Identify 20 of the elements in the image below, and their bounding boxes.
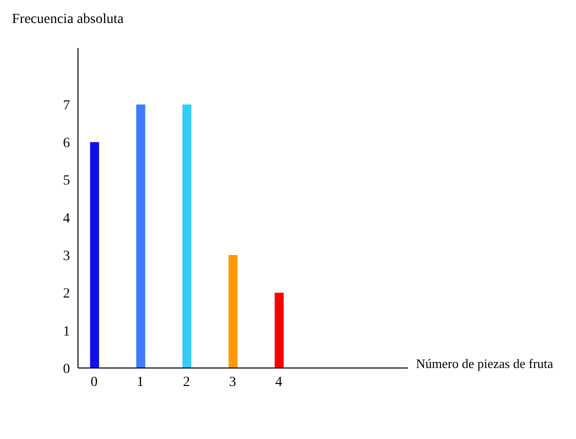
bar — [90, 142, 100, 368]
x-tick-label: 0 — [90, 374, 98, 390]
x-axis-title: Número de piezas de fruta — [416, 356, 554, 372]
y-tick-label: 4 — [63, 211, 70, 226]
y-tick-label: 7 — [63, 98, 70, 114]
bar — [136, 104, 146, 368]
y-tick-label: 3 — [63, 249, 70, 264]
bar — [274, 292, 284, 368]
y-tick-label: 1 — [63, 324, 70, 340]
y-axis-title: Frecuencia absoluta — [12, 12, 124, 28]
y-tick-label: 6 — [63, 136, 70, 152]
x-tick-label: 2 — [182, 374, 190, 390]
y-tick-label: 5 — [63, 174, 70, 189]
bar — [228, 255, 238, 368]
y-tick-label: 2 — [63, 286, 70, 302]
bar — [182, 104, 192, 368]
x-tick-label: 1 — [136, 374, 144, 390]
x-tick-label: 4 — [275, 374, 282, 390]
x-tick-label: 3 — [229, 374, 236, 390]
y-tick-label: 0 — [63, 362, 70, 377]
